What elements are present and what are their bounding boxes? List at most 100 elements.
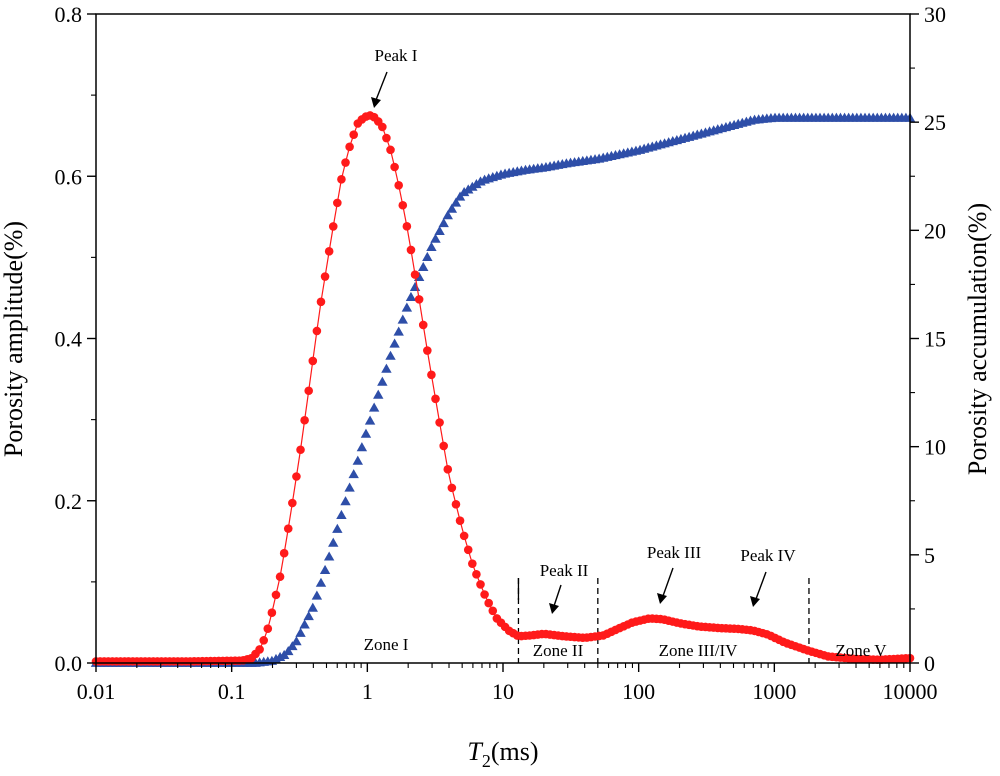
accumulation-point [364, 415, 376, 425]
amplitude-point [279, 548, 289, 558]
arrow-head-peak-3 [657, 593, 667, 604]
accumulation-point [409, 281, 421, 291]
accumulation-point [287, 641, 298, 651]
y2-tick-label: 5 [924, 543, 935, 568]
amplitude-point [459, 531, 469, 541]
annotation-peak-1: Peak I [375, 46, 418, 65]
accumulation-point [434, 225, 445, 235]
amplitude-point [451, 499, 461, 509]
amplitude-point [410, 270, 420, 279]
amplitude-point [472, 570, 481, 579]
annotation-peak-4: Peak IV [740, 546, 796, 565]
y-tick-label: 0.2 [55, 489, 83, 514]
arrow-peak-3 [662, 567, 674, 597]
amplitude-point [394, 180, 403, 190]
amplitude-point [476, 580, 485, 589]
amplitude-point [259, 636, 269, 645]
annotation-zone-34: Zone III/IV [659, 641, 739, 660]
accumulation-point [401, 302, 413, 312]
accumulation-point [283, 646, 294, 656]
accumulation-point [340, 496, 351, 506]
amplitude-point [328, 222, 338, 231]
x-tick-label: 1 [362, 679, 373, 704]
accumulation-point [299, 619, 310, 629]
amplitude-point [378, 122, 387, 132]
amplitude-point [468, 559, 477, 568]
amplitude-point [304, 386, 314, 396]
accumulation-point [426, 241, 437, 251]
accumulation-point [389, 338, 400, 348]
accumulation-point [291, 636, 302, 646]
y-tick-label: 0.8 [55, 2, 83, 27]
amplitude-point [324, 246, 334, 256]
arrow-head-peak-4 [750, 596, 760, 607]
y2-axis-title: Porosity accumulation(%) [963, 203, 992, 475]
amplitude-point [271, 590, 281, 600]
accumulation-point [295, 627, 306, 637]
ticks-layer: 0.01 0.1 1 10 100 1000 10000 0.0 0.2 0.4 0.6 0.8 0 5 1… [55, 2, 947, 704]
accumulation-point [328, 537, 339, 547]
amplitude-point [333, 198, 342, 208]
amplitude-point [308, 356, 318, 366]
annotation-zone-1: Zone I [364, 635, 409, 654]
amplitude-point [337, 174, 346, 184]
accumulation-point [385, 350, 396, 360]
series-accumulation [90, 112, 916, 667]
amplitude-point [263, 624, 273, 634]
accumulation-point [373, 389, 384, 399]
accumulation-point [405, 291, 417, 301]
accumulation-point [356, 442, 368, 452]
amplitude-point [296, 445, 305, 455]
y2-tick-label: 25 [924, 110, 946, 135]
series-amplitude [91, 111, 915, 666]
accumulation-point [323, 551, 335, 561]
x-axis-title-sub: 2 [482, 751, 491, 771]
x-tick-label: 10000 [883, 679, 938, 704]
y2-tick-label: 0 [924, 651, 935, 676]
amplitude-point [275, 572, 285, 582]
x-tick-label: 0.01 [77, 679, 116, 704]
accumulation-point [311, 590, 323, 600]
accumulation-point [368, 402, 380, 412]
amplitude-point [288, 498, 297, 508]
y2-tick-label: 10 [924, 435, 946, 460]
arrow-peak-2 [553, 584, 562, 607]
amplitude-point [423, 346, 432, 355]
accumulation-point [348, 469, 359, 479]
amplitude-point [402, 222, 412, 231]
accumulation-point [315, 577, 327, 587]
y2-tick-label: 30 [924, 2, 946, 27]
accumulation-point [352, 455, 363, 465]
amplitude-point [427, 370, 436, 380]
amplitude-point [418, 320, 428, 330]
amplitude-line [96, 114, 911, 662]
x-axis-title-unit: (ms) [491, 737, 539, 766]
amplitude-point [341, 158, 350, 167]
amplitude-point [267, 608, 277, 617]
accumulation-point [381, 363, 392, 373]
amplitude-point [439, 441, 448, 451]
arrow-head-peak-2 [549, 603, 559, 614]
amplitude-point [390, 162, 399, 172]
y2-tick-label: 15 [924, 327, 946, 352]
amplitude-point [345, 142, 354, 152]
accumulation-point [332, 523, 343, 533]
accumulation-point [422, 251, 433, 261]
accumulation-point [344, 482, 355, 492]
x-axis-title: T2(ms) [467, 737, 538, 771]
amplitude-point [292, 472, 301, 481]
y2-tick-label: 20 [924, 218, 946, 243]
arrow-head-peak-1 [371, 97, 381, 108]
amplitude-point [382, 133, 391, 143]
arrow-peak-4 [755, 571, 767, 600]
arrow-peak-1 [375, 71, 388, 101]
amplitude-point [320, 272, 330, 281]
accumulation-point [307, 602, 318, 612]
amplitude-point [480, 590, 489, 599]
amplitude-point [488, 606, 498, 616]
accumulation-point [446, 203, 458, 213]
amplitude-point [300, 415, 309, 425]
amplitude-point [435, 418, 444, 427]
zone-boundaries [517, 578, 810, 663]
